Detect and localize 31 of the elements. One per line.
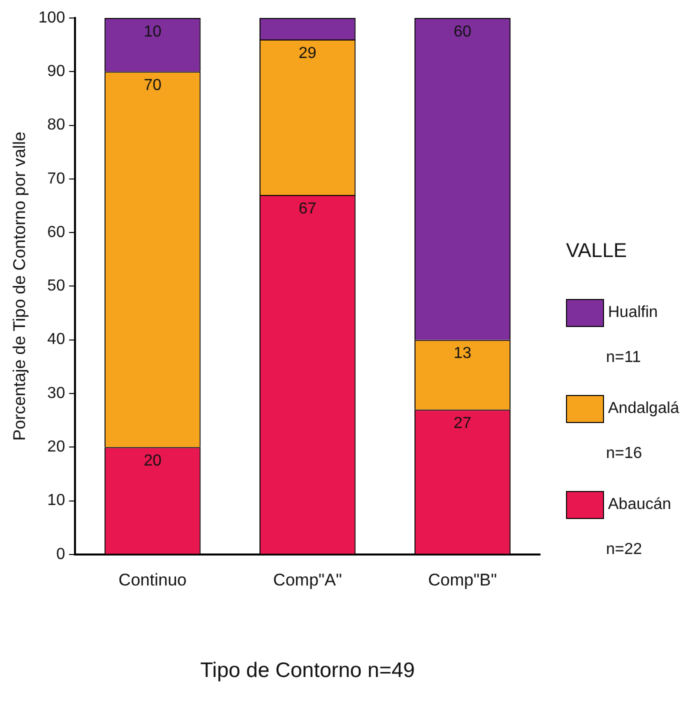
text: n=22: [606, 541, 644, 559]
data-label: 60: [454, 23, 472, 40]
y-axis-title: Porcentaje de Tipo de Contorno por valle: [10, 132, 29, 441]
x-axis-title: Tipo de Contorno n=49: [200, 659, 415, 682]
data-label: 13: [454, 345, 472, 362]
legend-title: VALLE: [566, 240, 628, 263]
x-tick-label: Comp"B": [428, 570, 497, 590]
text: n=16: [606, 445, 644, 463]
y-tick-label: 70: [47, 170, 66, 188]
data-label: 20: [144, 452, 162, 470]
data-label: 67: [298, 200, 317, 218]
data-label: 27: [454, 414, 472, 432]
y-tick-label: 30: [47, 384, 66, 402]
data-label: 70: [144, 77, 162, 94]
legend-label: Abaucán: [608, 496, 672, 514]
legend-label: Hualfin: [608, 304, 658, 322]
y-tick-label: 40: [47, 331, 66, 348]
data-label: 29: [298, 44, 317, 62]
x-tick-label: Comp"A": [273, 570, 342, 590]
y-tick-label: 100: [38, 9, 66, 26]
y-tick-label: 0: [56, 546, 66, 563]
y-tick-label: 60: [47, 224, 66, 241]
y-tick-label: 50: [47, 278, 66, 295]
y-tick-label: 10: [47, 492, 66, 510]
y-tick-label: 80: [47, 116, 66, 134]
text: n=11: [606, 349, 642, 367]
legend-label: Andalgalá: [608, 400, 680, 418]
x-tick-label: Continuo: [118, 570, 187, 590]
data-label: 10: [144, 23, 162, 40]
y-tick-label: 20: [47, 438, 66, 456]
y-tick-label: 90: [47, 63, 66, 80]
